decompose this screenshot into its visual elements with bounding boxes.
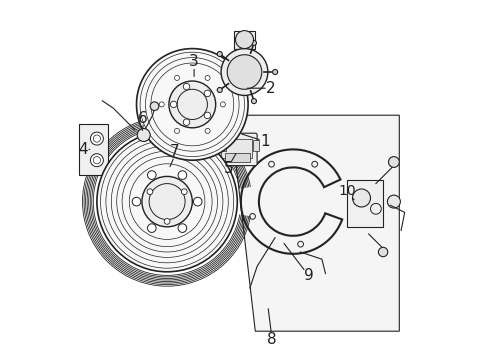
Circle shape — [217, 87, 222, 93]
Circle shape — [147, 224, 156, 233]
Circle shape — [204, 129, 210, 134]
Circle shape — [251, 99, 256, 104]
Circle shape — [174, 129, 179, 134]
Circle shape — [251, 40, 256, 45]
Circle shape — [147, 189, 153, 194]
Circle shape — [386, 195, 400, 208]
Circle shape — [90, 154, 103, 167]
Circle shape — [227, 55, 261, 89]
Text: 3: 3 — [189, 54, 199, 69]
Circle shape — [204, 90, 210, 96]
Circle shape — [181, 189, 187, 194]
Circle shape — [204, 112, 210, 119]
Text: 9: 9 — [304, 268, 313, 283]
Circle shape — [174, 75, 179, 80]
Bar — [233, 31, 255, 49]
Circle shape — [378, 247, 387, 257]
Circle shape — [204, 75, 210, 80]
Text: 7: 7 — [169, 144, 179, 159]
Text: 8: 8 — [266, 332, 276, 347]
Circle shape — [168, 81, 215, 128]
Circle shape — [387, 157, 399, 167]
Circle shape — [352, 189, 370, 207]
Circle shape — [183, 84, 189, 90]
Circle shape — [137, 129, 150, 141]
Circle shape — [132, 197, 141, 206]
Circle shape — [178, 171, 186, 179]
Circle shape — [221, 49, 267, 95]
Circle shape — [193, 197, 202, 206]
Text: 4: 4 — [78, 142, 88, 157]
Bar — [224, 153, 249, 162]
Bar — [346, 180, 382, 227]
Circle shape — [220, 102, 225, 107]
Circle shape — [235, 31, 253, 49]
Bar — [221, 139, 251, 158]
FancyBboxPatch shape — [217, 133, 257, 166]
Circle shape — [150, 102, 159, 111]
Circle shape — [90, 132, 103, 145]
Circle shape — [178, 224, 186, 233]
Text: 2: 2 — [265, 81, 275, 96]
Text: 1: 1 — [260, 134, 270, 149]
Circle shape — [97, 131, 237, 272]
Circle shape — [159, 102, 164, 107]
Bar — [221, 140, 226, 151]
Text: 5: 5 — [223, 161, 233, 176]
Text: 6: 6 — [138, 111, 147, 126]
Circle shape — [136, 49, 247, 160]
Text: 10: 10 — [338, 184, 355, 198]
Circle shape — [183, 119, 189, 125]
Circle shape — [170, 101, 177, 108]
Bar — [253, 140, 258, 151]
Circle shape — [147, 171, 156, 179]
Polygon shape — [233, 115, 399, 331]
Circle shape — [217, 51, 222, 57]
Bar — [79, 124, 107, 175]
Circle shape — [164, 219, 170, 224]
Circle shape — [272, 69, 277, 75]
Circle shape — [142, 176, 192, 227]
